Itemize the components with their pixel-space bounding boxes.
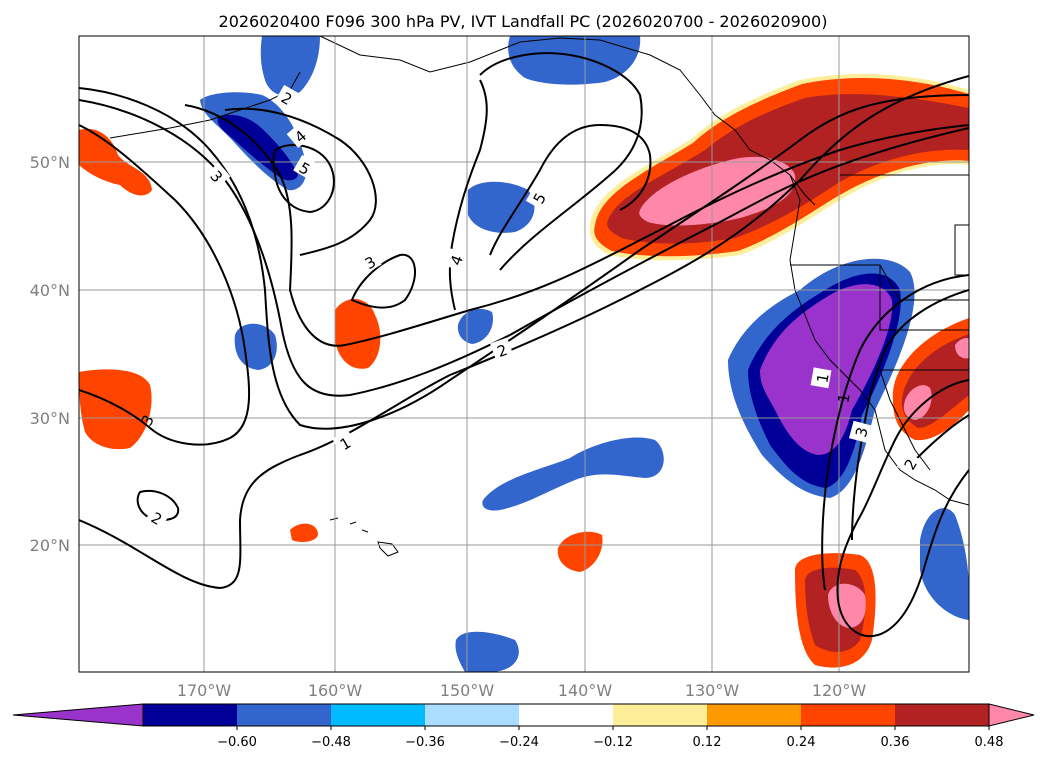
lat-label-50n: 50°N (30, 153, 70, 172)
pv-contour-5-mid (489, 123, 652, 256)
longitude-labels: 170°W 160°W 150°W 140°W 130°W 120°W (177, 681, 867, 700)
pv-contour-3-inner (184, 104, 969, 347)
colorbar-tick-label: −0.48 (311, 735, 351, 750)
colorbar-extend-min (12, 703, 144, 727)
pv-contour-2-south-east (836, 379, 969, 638)
negative-anomaly-north-pacific (200, 36, 641, 370)
pv-contour-4-north (224, 107, 377, 256)
contour-label-14: 1 (834, 392, 853, 405)
colorbar-segment (801, 704, 896, 726)
colorbar-segment (707, 704, 802, 726)
hawaiian-islands (329, 517, 399, 557)
contour-label-10: 3 (852, 425, 872, 439)
pv-contour-1-south (79, 75, 969, 590)
colorbar-extend-max (988, 703, 1035, 727)
lon-label-120w: 120°W (812, 681, 867, 700)
colorbar-tick-label: 0.36 (881, 735, 910, 750)
negative-anomaly-subtropical-band (455, 437, 969, 672)
baja-peninsula (879, 369, 931, 471)
lon-label-140w: 140°W (558, 681, 613, 700)
colorbar-segment (425, 704, 520, 726)
pv-contour-1-east (821, 274, 969, 591)
lon-label-130w: 130°W (685, 681, 740, 700)
colorbar-tick-label: −0.36 (405, 735, 445, 750)
lon-label-150w: 150°W (440, 681, 495, 700)
pv-contour-3-east (851, 289, 969, 541)
colorbar-tick-label: 0.24 (787, 735, 816, 750)
colorbar-tick-label: 0.12 (693, 735, 722, 750)
colorbar-outline (142, 703, 990, 727)
colorbar-tick-label: −0.60 (217, 735, 257, 750)
lat-label-30n: 30°N (30, 409, 70, 428)
map-title: 2026020400 F096 300 hPa PV, IVT Landfall… (219, 12, 828, 31)
pv-contour-4-mid-left (448, 79, 488, 311)
pv-contour-5-north (272, 144, 335, 214)
colorbar-tick-label: −0.24 (499, 735, 539, 750)
pv-contour-3-small (350, 253, 417, 309)
map-frame (78, 35, 970, 673)
positive-anomaly-baja-tropical (795, 553, 876, 668)
colorbar-segment (895, 704, 990, 726)
positive-anomaly-mexico (892, 318, 969, 441)
colorbar-segment (331, 704, 426, 726)
colorbar-segment (237, 704, 332, 726)
contour-label-11: 1 (813, 372, 832, 385)
colorbar-tick-label: −0.12 (593, 735, 633, 750)
colorbar-segment (519, 704, 614, 726)
north-america-coastline (319, 36, 969, 506)
lon-label-170w: 170°W (177, 681, 232, 700)
contour-labels: 1 2 3 4 5 3 4 5 2 3 1 3 2 1 (138, 84, 922, 530)
colorbar-segment (613, 704, 708, 726)
colorbar: −0.60 −0.48 −0.36 −0.24 −0.12 0.12 0.24 0.36 0.4… (12, 703, 1035, 750)
lat-label-20n: 20°N (30, 536, 70, 555)
positive-anomaly-small-blobs (79, 128, 603, 572)
latitude-labels: 50°N 40°N 30°N 20°N (30, 153, 70, 555)
pv-contour-2-small (136, 489, 180, 521)
pv-contour-4-mid (479, 52, 643, 271)
lat-label-40n: 40°N (30, 281, 70, 300)
colorbar-tick-label: 0.48 (975, 735, 1004, 750)
map-panel: 1 2 3 4 5 3 4 5 2 3 1 3 2 1 (78, 35, 970, 673)
pv-contour-2-west (79, 124, 251, 446)
colorbar-segment (143, 704, 238, 726)
lon-label-160w: 160°W (308, 681, 363, 700)
